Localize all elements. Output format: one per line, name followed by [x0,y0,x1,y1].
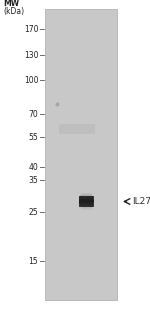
Bar [81,209,92,210]
Text: 100: 100 [24,76,38,85]
Bar [80,204,93,205]
Bar [79,197,94,207]
Bar [79,201,94,202]
Bar [79,199,93,200]
Bar [80,196,92,197]
Text: 70: 70 [28,110,38,119]
Text: 130: 130 [24,51,38,60]
Bar [80,203,93,204]
Bar [45,9,117,300]
Bar [81,208,92,209]
Text: 25: 25 [29,208,38,217]
Bar [80,197,93,198]
Bar [81,194,92,195]
Text: IL27: IL27 [132,197,150,206]
Text: MW: MW [4,0,20,8]
Bar [80,195,92,196]
Bar [80,206,92,207]
Bar [79,200,94,201]
Bar [80,205,93,206]
Bar [59,124,95,133]
Text: 170: 170 [24,25,38,34]
Text: 55: 55 [28,133,38,142]
Bar [80,198,93,199]
Text: 40: 40 [28,163,38,172]
Text: (kDa): (kDa) [4,7,25,16]
Bar [79,202,93,203]
Text: 35: 35 [28,176,38,185]
Text: 15: 15 [29,256,38,265]
Text: +: + [81,0,88,2]
Text: -: - [65,0,68,2]
Bar [81,193,92,194]
Bar [81,207,92,208]
